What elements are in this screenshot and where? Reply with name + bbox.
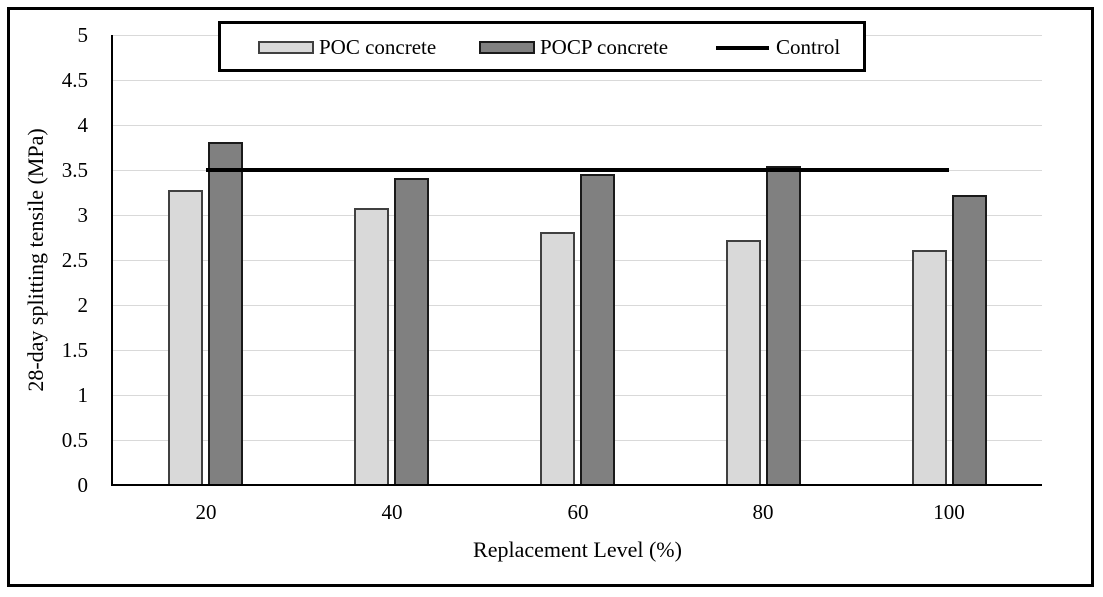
y-axis-line bbox=[111, 35, 113, 486]
x-tick-label-40: 40 bbox=[381, 500, 403, 524]
legend-swatch-pocp-concrete bbox=[479, 41, 535, 54]
y-tick-label-5: 5 bbox=[77, 23, 89, 47]
y-tick-label-1.5: 1.5 bbox=[61, 338, 88, 362]
bar-pocp-concrete-40 bbox=[394, 178, 429, 485]
y-tick-label-4: 4 bbox=[77, 113, 89, 137]
legend-label-poc-concrete: POC concrete bbox=[319, 35, 437, 59]
y-tick-label-0.5: 0.5 bbox=[61, 428, 88, 452]
gridline-2 bbox=[113, 305, 1042, 306]
gridline-3 bbox=[113, 215, 1042, 216]
bar-poc-concrete-100 bbox=[912, 250, 947, 485]
y-tick-label-3: 3 bbox=[77, 203, 89, 227]
y-tick-label-3.5: 3.5 bbox=[61, 158, 88, 182]
y-tick-label-2: 2 bbox=[77, 293, 89, 317]
bar-pocp-concrete-60 bbox=[580, 174, 615, 485]
y-tick-label-0: 0 bbox=[77, 473, 89, 497]
legend-box: POC concrete POCP concrete Control bbox=[218, 21, 866, 72]
y-tick-label-1: 1 bbox=[77, 383, 89, 407]
legend-line-swatch-control bbox=[716, 46, 769, 50]
bar-pocp-concrete-100 bbox=[952, 195, 987, 485]
x-tick-label-80: 80 bbox=[752, 500, 774, 524]
gridline-2.5 bbox=[113, 260, 1042, 261]
bar-poc-concrete-80 bbox=[726, 240, 761, 485]
y-tick-label-2.5: 2.5 bbox=[61, 248, 88, 272]
gridline-1 bbox=[113, 395, 1042, 396]
gridline-4 bbox=[113, 125, 1042, 126]
bar-poc-concrete-60 bbox=[540, 232, 575, 485]
x-tick-label-60: 60 bbox=[567, 500, 589, 524]
control-line bbox=[206, 168, 949, 172]
bar-poc-concrete-20 bbox=[168, 190, 203, 485]
gridline-0.5 bbox=[113, 440, 1042, 441]
y-axis-title: 28-day splitting tensile (MPa) bbox=[23, 128, 48, 392]
bar-poc-concrete-40 bbox=[354, 208, 389, 485]
legend-swatch-poc-concrete bbox=[258, 41, 314, 54]
legend-label-pocp-concrete: POCP concrete bbox=[540, 35, 669, 59]
gridline-4.5 bbox=[113, 80, 1042, 81]
x-axis-line bbox=[111, 484, 1042, 486]
bar-pocp-concrete-20 bbox=[208, 142, 243, 485]
x-tick-label-20: 20 bbox=[195, 500, 217, 524]
x-axis-title: Replacement Level (%) bbox=[473, 537, 682, 562]
x-tick-label-100: 100 bbox=[933, 500, 965, 524]
legend-label-control: Control bbox=[776, 35, 841, 59]
bar-pocp-concrete-80 bbox=[766, 166, 801, 485]
y-tick-label-4.5: 4.5 bbox=[61, 68, 88, 92]
gridline-1.5 bbox=[113, 350, 1042, 351]
